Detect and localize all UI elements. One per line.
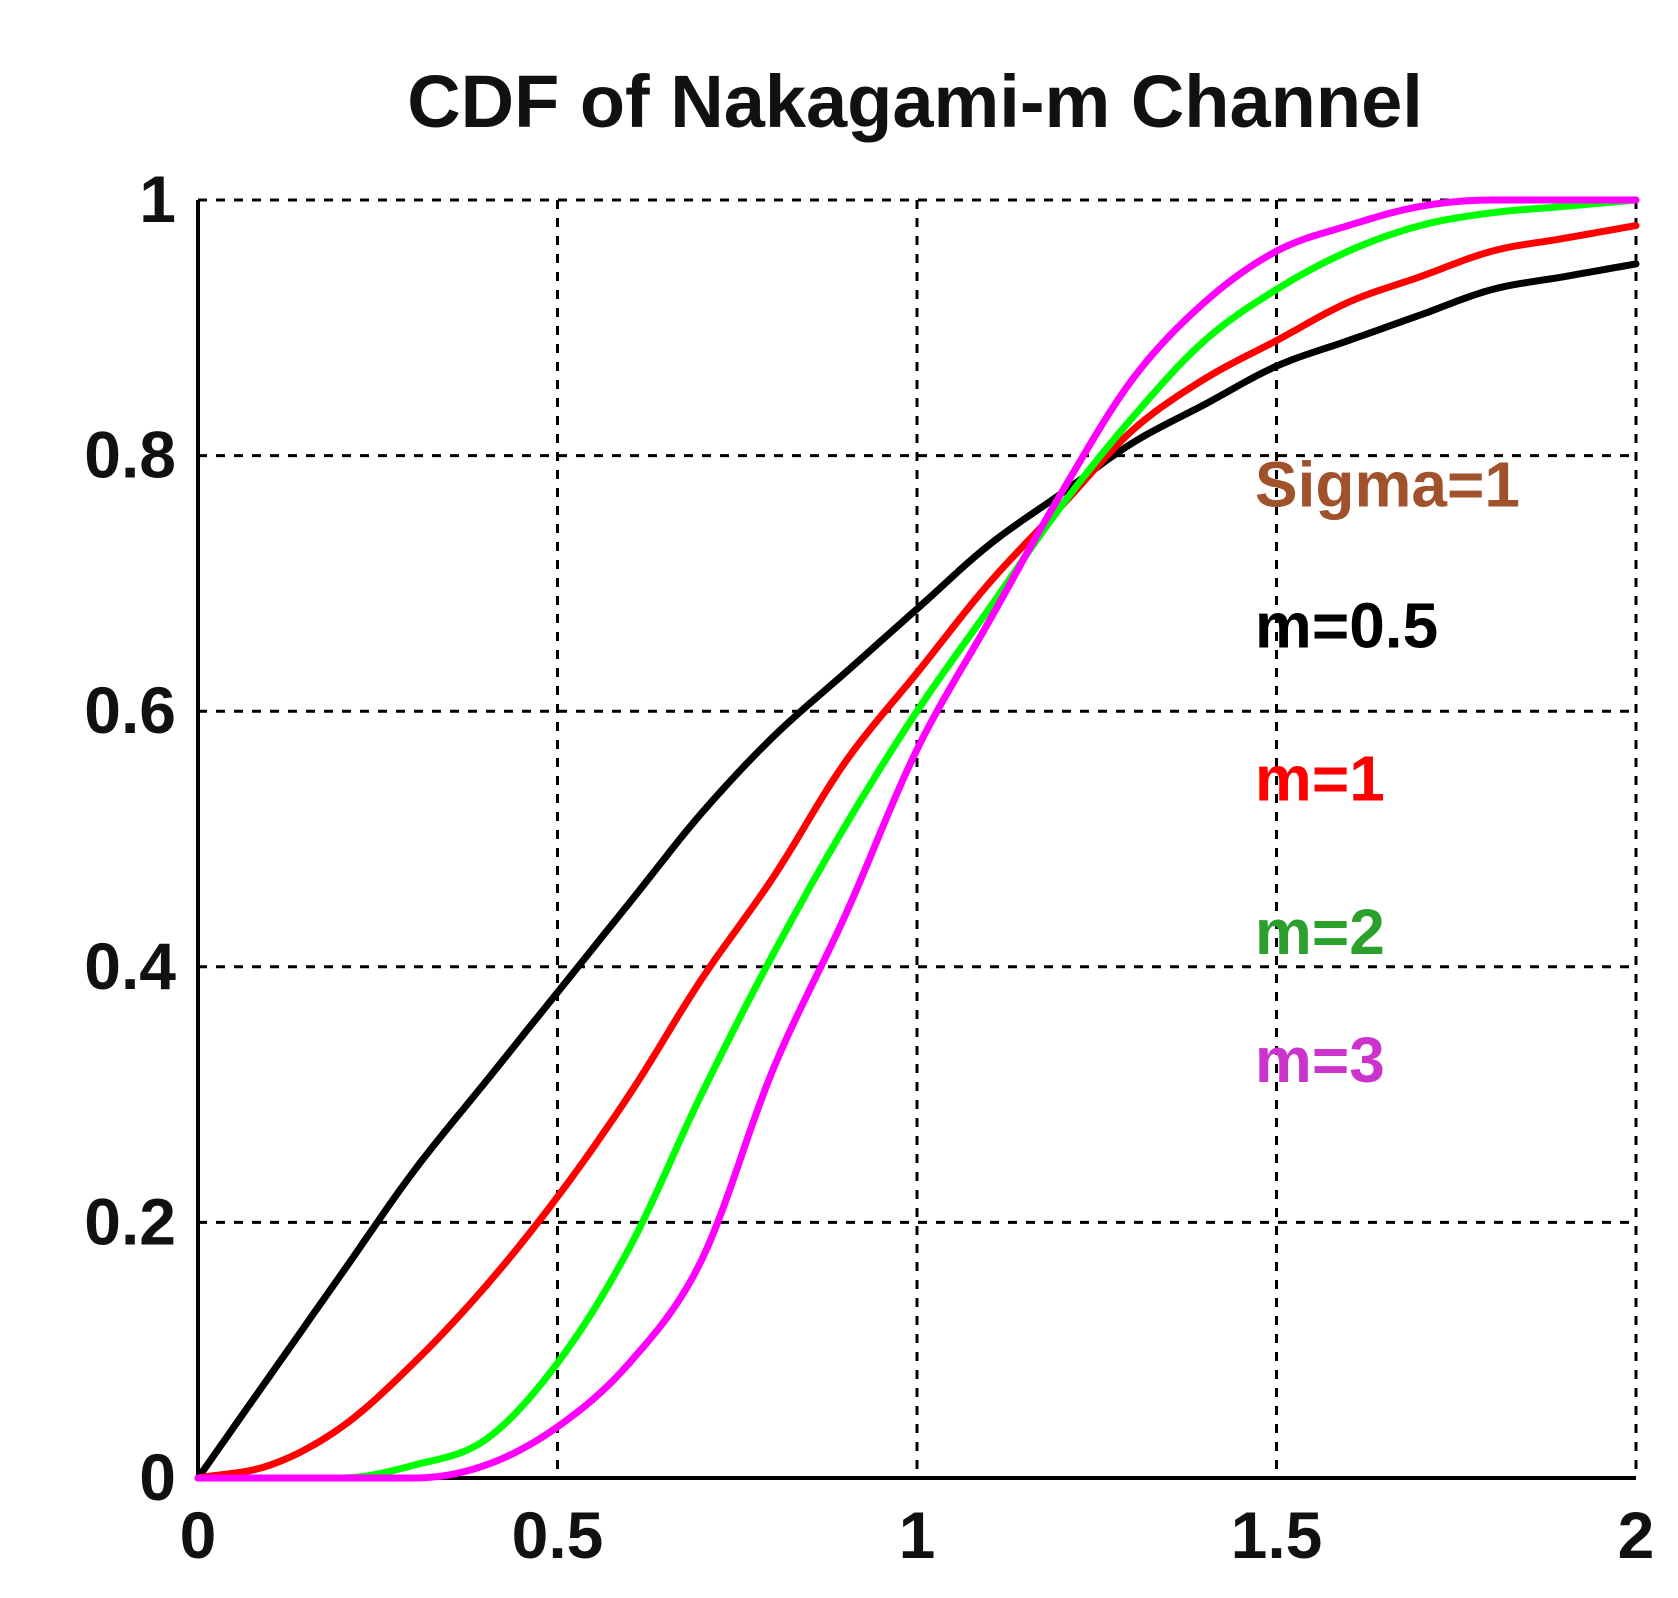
y-tick-label: 0.8 bbox=[84, 418, 176, 492]
series-line-m=0.5 bbox=[194, 260, 1640, 1482]
series-line-m=2 bbox=[194, 196, 1640, 1482]
annotation-legend-4: m=3 bbox=[1255, 1024, 1385, 1096]
y-tick-label: 1 bbox=[139, 162, 176, 236]
annotation-legend-2: m=1 bbox=[1255, 743, 1385, 815]
chart-title: CDF of Nakagami-m Channel bbox=[407, 60, 1423, 143]
x-tick-label: 0.5 bbox=[512, 1498, 604, 1572]
series-lines bbox=[194, 196, 1640, 1482]
annotation-sigma: Sigma=1 bbox=[1255, 449, 1520, 521]
series-line-m=3 bbox=[194, 196, 1640, 1482]
y-tick-label: 0.4 bbox=[84, 929, 176, 1003]
y-tick-label: 0.6 bbox=[84, 673, 176, 747]
x-tick-label: 0 bbox=[180, 1498, 217, 1572]
series-line-m=1 bbox=[194, 222, 1640, 1482]
grid bbox=[198, 198, 1638, 1478]
tick-labels: 0 0.5 1 1.5 2 0 0.2 0.4 0.6 0.8 1 bbox=[84, 162, 1654, 1572]
y-tick-label: 0 bbox=[139, 1440, 176, 1514]
annotation-legend-3: m=2 bbox=[1255, 896, 1385, 968]
annotations: Sigma=1 m=0.5 m=1 m=2 m=3 bbox=[1255, 449, 1520, 1096]
y-tick-label: 0.2 bbox=[84, 1184, 176, 1258]
x-tick-label: 2 bbox=[1618, 1498, 1655, 1572]
annotation-legend-1: m=0.5 bbox=[1255, 589, 1438, 661]
x-tick-label: 1.5 bbox=[1231, 1498, 1323, 1572]
x-tick-label: 1 bbox=[899, 1498, 936, 1572]
